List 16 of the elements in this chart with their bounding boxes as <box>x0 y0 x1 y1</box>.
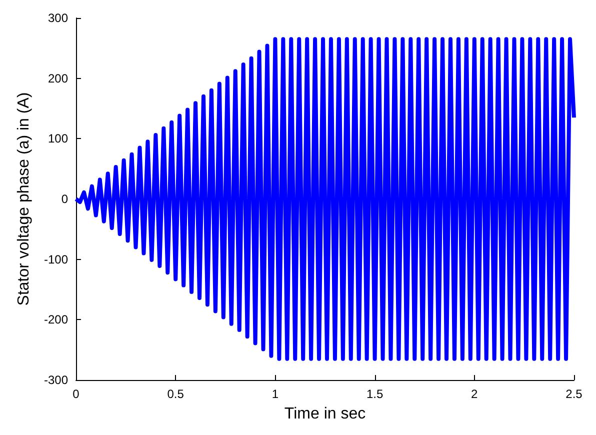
x-tick-label: 1.5 <box>366 387 384 401</box>
x-tick-label: 1 <box>272 387 279 401</box>
line-series <box>74 37 576 361</box>
y-tick-label: 300 <box>48 11 68 25</box>
y-tick-label: 100 <box>48 132 68 146</box>
y-tick-label: 0 <box>61 192 68 206</box>
y-tick-label: -300 <box>44 373 68 387</box>
x-tick-label: 2.5 <box>566 387 583 401</box>
y-tick-label: -200 <box>44 312 68 327</box>
x-axis-title: Time in sec <box>284 406 366 422</box>
y-tick-label: -100 <box>44 252 68 266</box>
y-tick-label: 200 <box>48 71 68 86</box>
x-tick-label: 0 <box>72 387 80 401</box>
x-tick-label: 0.5 <box>167 387 184 401</box>
y-axis-title: Stator voltage phase (a) in (A) <box>16 92 32 306</box>
x-tick-label: 2 <box>471 387 478 401</box>
